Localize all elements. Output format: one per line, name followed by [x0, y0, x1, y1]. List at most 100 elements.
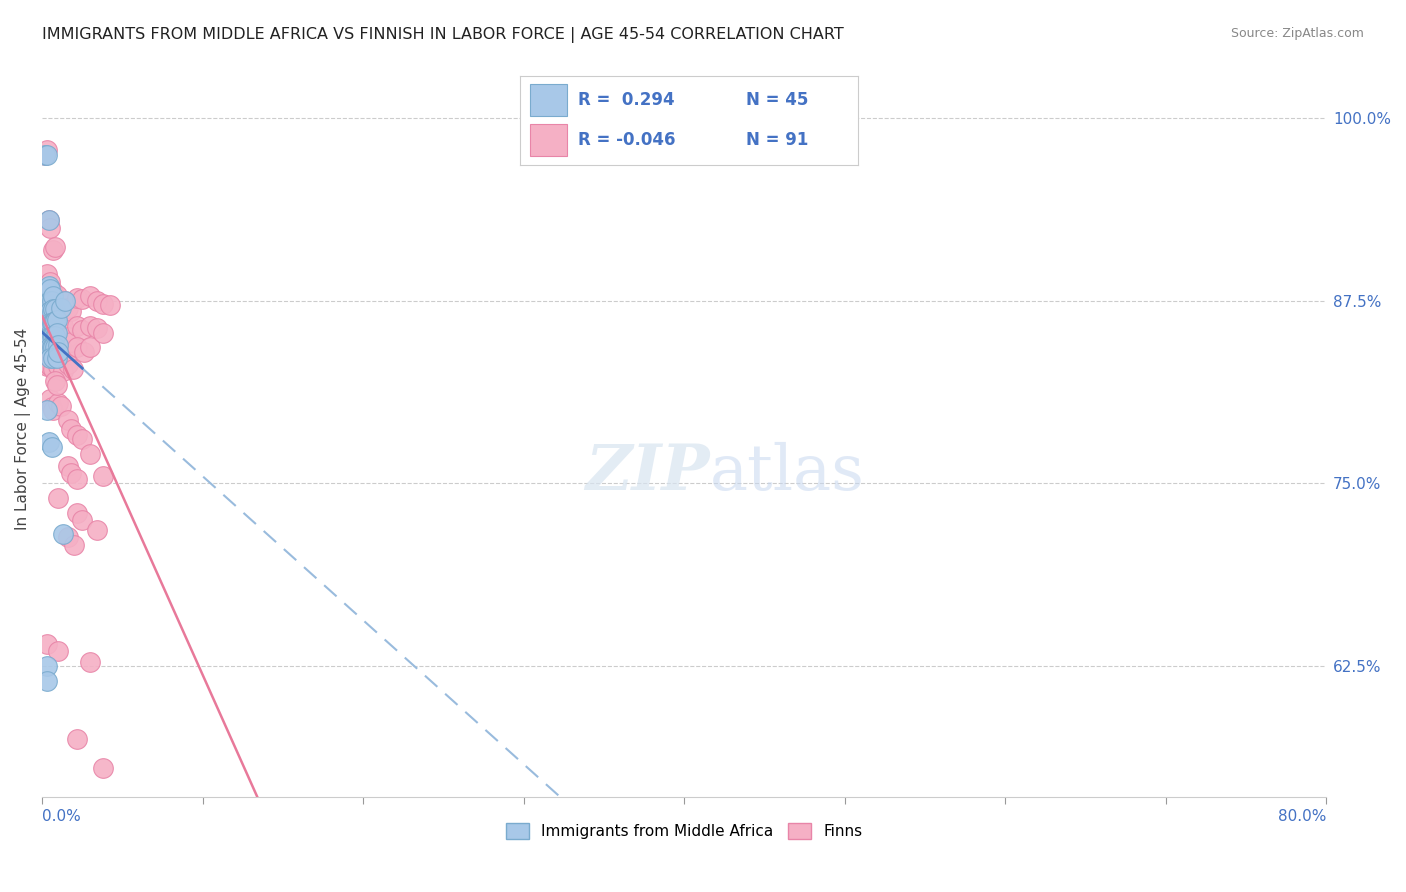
Point: [56, 413, 79, 427]
Point: [42, 327, 65, 342]
Point: [79, 340, 101, 354]
Point: [41, 401, 63, 415]
Point: [56, 301, 79, 315]
Text: ZIP: ZIP: [585, 442, 710, 504]
Point: [86, 321, 108, 335]
Point: [44, 307, 66, 321]
Point: [45, 288, 67, 302]
Point: [44, 328, 66, 343]
Bar: [530, 84, 568, 116]
Point: [45, 316, 67, 330]
Point: [45, 326, 67, 340]
Y-axis label: In Labor Force | Age 45-54: In Labor Force | Age 45-54: [15, 327, 31, 530]
Point: [44, 374, 66, 388]
Point: [35, 282, 58, 296]
Point: [45, 378, 67, 392]
Point: [46, 344, 69, 359]
Point: [59, 422, 82, 436]
Point: [41, 307, 63, 321]
Point: [38, 326, 60, 340]
Legend: Immigrants from Middle Africa, Finns: Immigrants from Middle Africa, Finns: [499, 817, 869, 845]
Point: [38, 316, 60, 330]
Point: [38, 213, 60, 227]
Point: [38, 305, 60, 319]
Point: [86, 523, 108, 537]
Point: [41, 440, 63, 454]
Point: [91, 469, 114, 483]
Text: 80.0%: 80.0%: [1278, 809, 1326, 824]
Point: [38, 348, 60, 362]
Point: [45, 327, 67, 342]
Point: [38, 213, 60, 227]
Point: [44, 302, 66, 317]
Point: [42, 289, 65, 303]
Point: [42, 340, 65, 354]
Point: [39, 293, 62, 308]
Point: [39, 392, 62, 406]
Point: [39, 282, 62, 296]
Point: [35, 348, 58, 362]
Point: [66, 318, 89, 333]
Point: [70, 323, 93, 337]
Bar: [530, 124, 568, 156]
Point: [38, 293, 60, 308]
Text: N = 45: N = 45: [747, 91, 808, 109]
Point: [35, 659, 58, 673]
Text: R =  0.294: R = 0.294: [578, 91, 675, 109]
Point: [41, 305, 63, 319]
Point: [44, 239, 66, 253]
Point: [42, 316, 65, 330]
Point: [41, 316, 63, 330]
Point: [42, 316, 65, 330]
Point: [42, 351, 65, 365]
Point: [52, 527, 75, 541]
Point: [34, 147, 56, 161]
Point: [56, 530, 79, 544]
Text: N = 91: N = 91: [747, 131, 808, 149]
Point: [35, 637, 58, 651]
Point: [66, 506, 89, 520]
Point: [39, 316, 62, 330]
Point: [35, 359, 58, 374]
Point: [39, 304, 62, 318]
Point: [86, 293, 108, 308]
Point: [46, 293, 69, 308]
Point: [41, 316, 63, 330]
Point: [35, 337, 58, 351]
Point: [42, 403, 65, 417]
Point: [35, 143, 58, 157]
Point: [41, 298, 63, 312]
Point: [44, 314, 66, 328]
Point: [35, 308, 58, 322]
Point: [70, 513, 93, 527]
Point: [41, 339, 63, 353]
Point: [34, 147, 56, 161]
Point: [91, 326, 114, 340]
Point: [45, 301, 67, 315]
Point: [41, 293, 63, 308]
Point: [59, 334, 82, 349]
Text: atlas: atlas: [710, 442, 865, 503]
Point: [46, 491, 69, 505]
Point: [70, 292, 93, 306]
Point: [91, 761, 114, 775]
Point: [59, 466, 82, 480]
Point: [39, 359, 62, 374]
Point: [41, 328, 63, 343]
Text: Source: ZipAtlas.com: Source: ZipAtlas.com: [1230, 27, 1364, 40]
Point: [46, 359, 69, 374]
Point: [59, 304, 82, 318]
Text: R = -0.046: R = -0.046: [578, 131, 675, 149]
Point: [38, 279, 60, 293]
Point: [79, 289, 101, 303]
Point: [45, 312, 67, 326]
Point: [35, 316, 58, 330]
Point: [51, 316, 73, 330]
Point: [35, 320, 58, 334]
Point: [41, 340, 63, 354]
Point: [73, 344, 96, 359]
Point: [38, 318, 60, 333]
Point: [38, 337, 60, 351]
Point: [79, 655, 101, 669]
Point: [42, 286, 65, 301]
